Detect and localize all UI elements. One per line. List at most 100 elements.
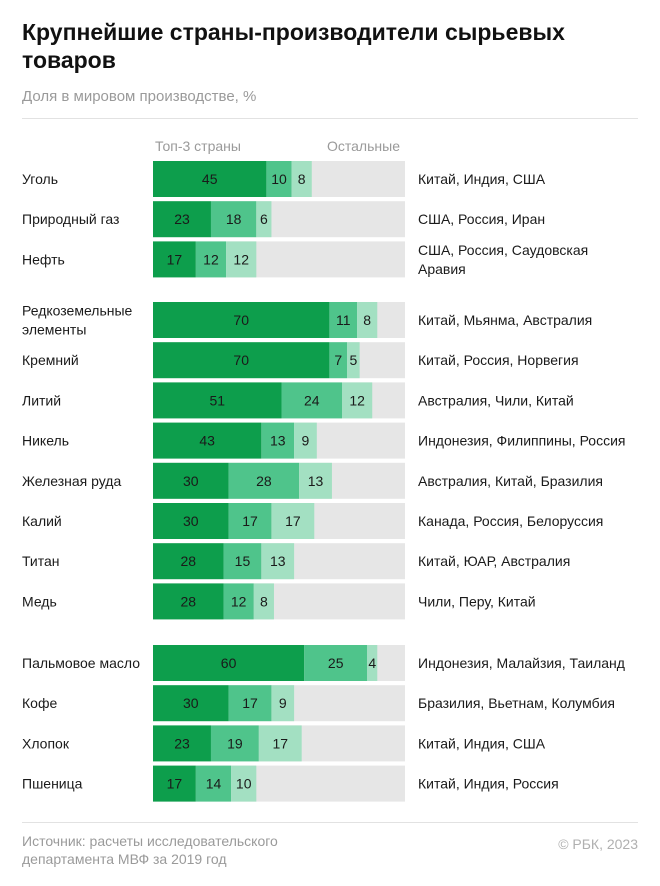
- bar-segment: [153, 685, 229, 722]
- bar-value-label: 70: [233, 352, 249, 368]
- bar-segment: [231, 765, 257, 802]
- copyright: © РБК, 2023: [558, 836, 638, 852]
- country-list-label: Китай, Россия, Норвегия: [418, 352, 579, 368]
- bar-value-label: 13: [270, 433, 286, 449]
- bar-value-label: 9: [279, 695, 287, 711]
- bar-segment: [226, 241, 257, 278]
- country-list-label: Китай, Индия, США: [418, 171, 546, 187]
- commodity-label: Литий: [22, 392, 61, 408]
- bar-segment: [210, 201, 257, 238]
- bar-segment: [258, 725, 302, 762]
- bar-segment: [223, 583, 254, 620]
- bar-segment: [210, 725, 259, 762]
- bar-segment: [228, 462, 300, 499]
- bar-value-label: 7: [334, 352, 342, 368]
- bar-value-label: 12: [233, 251, 249, 267]
- bar-value-label: 12: [231, 593, 247, 609]
- bar-value-label: 17: [242, 513, 258, 529]
- country-list-label: Китай, ЮАР, Австралия: [418, 553, 570, 569]
- bar-segment: [153, 543, 224, 580]
- bar-segment: [153, 422, 262, 459]
- commodity-label: Кремний: [22, 352, 79, 368]
- bar-value-label: 23: [174, 735, 190, 751]
- bar-value-label: 13: [308, 473, 324, 489]
- bar-value-label: 30: [183, 513, 199, 529]
- bar-segment: [153, 503, 229, 539]
- bar-value-label: 19: [227, 735, 243, 751]
- bar-segment: [347, 342, 360, 379]
- bar-value-label: 45: [202, 171, 218, 187]
- bar-value-label: 24: [304, 392, 320, 408]
- bar-segment: [223, 543, 262, 580]
- bar-value-label: 17: [167, 251, 183, 267]
- bar-value-label: 8: [298, 171, 306, 187]
- bar-value-label: 15: [235, 553, 251, 569]
- bar-value-label: 8: [363, 312, 371, 328]
- header-divider: [22, 118, 638, 119]
- bar-value-label: 28: [256, 473, 272, 489]
- bar-value-label: 12: [203, 251, 219, 267]
- bar-segment: [329, 342, 348, 379]
- bar-value-label: 43: [199, 433, 215, 449]
- commodity-label: Титан: [22, 553, 60, 569]
- bar-segment: [153, 302, 330, 338]
- bar-value-label: 14: [206, 776, 222, 792]
- bar-segment: [153, 241, 196, 278]
- bar-value-label: 12: [349, 392, 365, 408]
- column-label-top3: Топ-3 страны: [155, 138, 241, 154]
- chart-title: Крупнейшие страны-производители сырьевых…: [22, 19, 565, 73]
- country-list-label: США, Россия, Иран: [418, 211, 545, 227]
- country-list-label: Китай, Индия, США: [418, 735, 546, 751]
- bar-segment: [153, 583, 224, 620]
- bar-value-label: 10: [236, 776, 252, 792]
- bar-segment: [294, 422, 317, 459]
- bar-segment: [228, 503, 272, 539]
- commodity-label: Калий: [22, 513, 62, 529]
- country-list-label: Канада, Россия, Белоруссия: [418, 513, 603, 529]
- bar-segment: [153, 201, 211, 238]
- bar-value-label: 17: [285, 513, 301, 529]
- bar-value-label: 5: [349, 352, 357, 368]
- commodity-label: Уголь: [22, 171, 58, 187]
- bar-segment: [195, 765, 232, 802]
- country-list-label: США, Россия, Саудовская: [418, 242, 588, 258]
- bar-value-label: 60: [221, 655, 237, 671]
- bar-segment: [153, 462, 229, 499]
- country-list-label: Индонезия, Филиппины, Россия: [418, 433, 625, 449]
- country-list-label: Австралия, Китай, Бразилия: [418, 473, 603, 489]
- bar-segment: [153, 161, 267, 197]
- bar-segment: [342, 382, 373, 419]
- bar-value-label: 10: [271, 171, 287, 187]
- bar-value-label: 17: [242, 695, 258, 711]
- commodity-label: Кофе: [22, 695, 57, 711]
- bar-segment: [153, 342, 330, 379]
- commodity-label: Железная руда: [22, 473, 121, 489]
- country-list-label: Бразилия, Вьетнам, Колумбия: [418, 695, 615, 711]
- bar-segment: [271, 503, 315, 539]
- bar-segment: [195, 241, 227, 278]
- bar-value-label: 8: [260, 593, 268, 609]
- bar-segment: [357, 302, 378, 338]
- bar-value-label: 30: [183, 695, 199, 711]
- bar-value-label: 4: [368, 655, 376, 671]
- country-list-label: Чили, Перу, Китай: [418, 593, 536, 609]
- bar-segment: [271, 685, 295, 722]
- bar-value-label: 11: [336, 312, 351, 328]
- bar-value-label: 25: [328, 655, 344, 671]
- bar-value-label: 70: [233, 312, 249, 328]
- commodity-label: Нефть: [22, 251, 65, 267]
- country-list-label: Аравия: [418, 261, 466, 277]
- chart-subtitle: Доля в мировом производстве, %: [22, 88, 257, 105]
- commodity-label: Никель: [22, 433, 69, 449]
- bar-segment: [367, 645, 378, 681]
- commodity-label: Пальмовое масло: [22, 655, 140, 671]
- bar-value-label: 17: [272, 735, 288, 751]
- bar-segment: [329, 302, 358, 338]
- bar-segment: [266, 161, 292, 197]
- bar-segment: [153, 645, 305, 681]
- bar-segment: [228, 685, 272, 722]
- country-list-label: Китай, Мьянма, Австралия: [418, 312, 592, 328]
- source-note: Источник: расчеты исследовательского деп…: [22, 833, 278, 867]
- commodity-label: Хлопок: [22, 735, 70, 751]
